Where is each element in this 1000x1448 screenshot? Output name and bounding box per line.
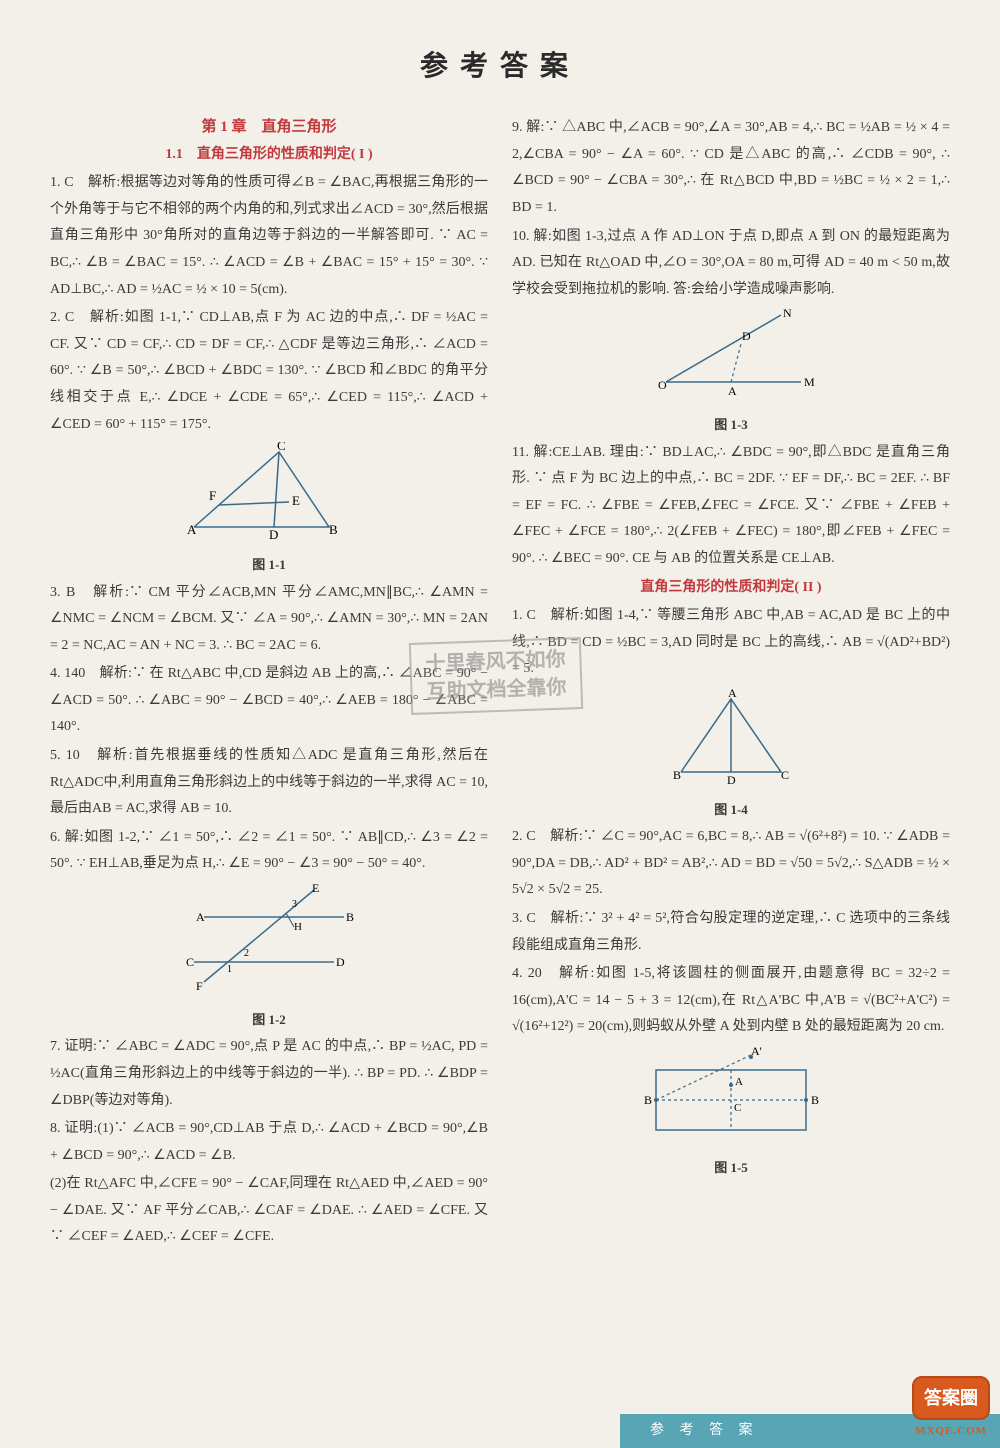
- chapter-title: 第 1 章 直角三角形: [50, 113, 488, 142]
- svg-text:C: C: [186, 955, 194, 969]
- q5: 5. 10 解析:首先根据垂线的性质知△ADC 是直角三角形,然后在 Rt△AD…: [50, 743, 488, 823]
- logo-bubble: 答案圈: [912, 1376, 990, 1420]
- fig-1-1-caption: 图 1-1: [50, 553, 488, 578]
- svg-text:C: C: [734, 1102, 741, 1114]
- figure-1-4: A B C D 图 1-4: [512, 687, 950, 822]
- s2-q2: 2. C 解析:∵ ∠C = 90°,AC = 6,BC = 8,∴ AB = …: [512, 824, 950, 904]
- parallel-lines-icon: A B C D E F H 1 2 3: [174, 882, 364, 997]
- svg-text:2: 2: [244, 948, 249, 959]
- svg-text:D: D: [727, 773, 736, 787]
- q11: 11. 解:CE⊥AB. 理由:∵ BD⊥AC,∴ ∠BDC = 90°,即△B…: [512, 440, 950, 573]
- section-2-title: 直角三角形的性质和判定( II ): [512, 575, 950, 602]
- q3: 3. B 解析:∵ CM 平分∠ACB,MN 平分∠AMC,MN∥BC,∴ ∠A…: [50, 580, 488, 660]
- q8a: 8. 证明:(1)∵ ∠ACB = 90°,CD⊥AB 于点 D,∴ ∠ACD …: [50, 1116, 488, 1169]
- svg-text:B: B: [811, 1093, 819, 1107]
- q7: 7. 证明:∵ ∠ABC = ∠ADC = 90°,点 P 是 AC 的中点,∴…: [50, 1034, 488, 1114]
- q8b: (2)在 Rt△AFC 中,∠CFE = 90° − ∠CAF,同理在 Rt△A…: [50, 1171, 488, 1251]
- svg-text:M: M: [804, 375, 815, 389]
- svg-text:D: D: [742, 329, 751, 343]
- angle-icon: O A M N D: [646, 307, 816, 402]
- s2-q1: 1. C 解析:如图 1-4,∵ 等腰三角形 ABC 中,AB = AC,AD …: [512, 603, 950, 683]
- svg-text:A: A: [735, 1076, 743, 1088]
- svg-text:A: A: [187, 522, 197, 537]
- svg-text:B: B: [644, 1093, 652, 1107]
- fig-1-5-caption: 图 1-5: [512, 1156, 950, 1181]
- q1: 1. C 解析:根据等边对等角的性质可得∠B = ∠BAC,再根据三角形的一个外…: [50, 170, 488, 303]
- svg-text:C: C: [277, 442, 286, 453]
- right-column: 9. 解:∵ △ABC 中,∠ACB = 90°,∠A = 30°,AB = 4…: [512, 113, 950, 1253]
- svg-text:F: F: [196, 979, 203, 993]
- left-column: 第 1 章 直角三角形 1.1 直角三角形的性质和判定( I ) 1. C 解析…: [50, 113, 488, 1253]
- s2-q4: 4. 20 解析:如图 1-5,将该圆柱的侧面展开,由题意得 BC = 32÷2…: [512, 961, 950, 1041]
- triangle-icon: A B C D E F: [179, 442, 359, 542]
- q6: 6. 解:如图 1-2,∵ ∠1 = 50°,∴ ∠2 = ∠1 = 50°. …: [50, 825, 488, 878]
- svg-text:A: A: [728, 384, 737, 398]
- svg-text:O: O: [658, 378, 667, 392]
- q9: 9. 解:∵ △ABC 中,∠ACB = 90°,∠A = 30°,AB = 4…: [512, 115, 950, 221]
- svg-text:A: A: [728, 687, 737, 700]
- svg-text:A': A': [751, 1045, 762, 1058]
- figure-1-2: A B C D E F H 1 2 3 图 1-2: [50, 882, 488, 1032]
- svg-text:1: 1: [227, 964, 232, 975]
- svg-text:E: E: [312, 882, 319, 895]
- svg-text:D: D: [336, 955, 345, 969]
- q10: 10. 解:如图 1-3,过点 A 作 AD⊥ON 于点 D,即点 A 到 ON…: [512, 224, 950, 304]
- figure-1-1: A B C D E F 图 1-1: [50, 442, 488, 577]
- svg-text:B: B: [346, 910, 354, 924]
- figure-1-3: O A M N D 图 1-3: [512, 307, 950, 437]
- two-column-layout: 第 1 章 直角三角形 1.1 直角三角形的性质和判定( I ) 1. C 解析…: [50, 113, 950, 1253]
- svg-text:F: F: [209, 488, 216, 503]
- figure-1-5: A' A B B C 图 1-5: [512, 1045, 950, 1180]
- s2-q3: 3. C 解析:∵ 3² + 4² = 5²,符合勾股定理的逆定理,∴ C 选项…: [512, 906, 950, 959]
- svg-text:H: H: [294, 921, 302, 933]
- q4: 4. 140 解析:∵ 在 Rt△ABC 中,CD 是斜边 AB 上的高,∴ ∠…: [50, 661, 488, 741]
- fig-1-2-caption: 图 1-2: [50, 1008, 488, 1033]
- svg-text:3: 3: [292, 899, 297, 910]
- fig-1-4-caption: 图 1-4: [512, 798, 950, 823]
- isoceles-icon: A B C D: [656, 687, 806, 787]
- rectangle-icon: A' A B B C: [631, 1045, 831, 1145]
- svg-text:B: B: [329, 522, 338, 537]
- svg-text:C: C: [781, 768, 789, 782]
- svg-text:A: A: [196, 910, 205, 924]
- page-title: 参考答案: [50, 40, 950, 93]
- svg-text:N: N: [783, 307, 792, 320]
- svg-text:E: E: [292, 493, 300, 508]
- answer-logo: 答案圈 MXQE.COM: [912, 1376, 990, 1442]
- svg-text:B: B: [673, 768, 681, 782]
- fig-1-3-caption: 图 1-3: [512, 413, 950, 438]
- section-1-title: 1.1 直角三角形的性质和判定( I ): [50, 142, 488, 169]
- q2: 2. C 解析:如图 1-1,∵ CD⊥AB,点 F 为 AC 边的中点,∴ D…: [50, 305, 488, 438]
- logo-site: MXQE.COM: [912, 1421, 990, 1442]
- svg-text:D: D: [269, 527, 278, 542]
